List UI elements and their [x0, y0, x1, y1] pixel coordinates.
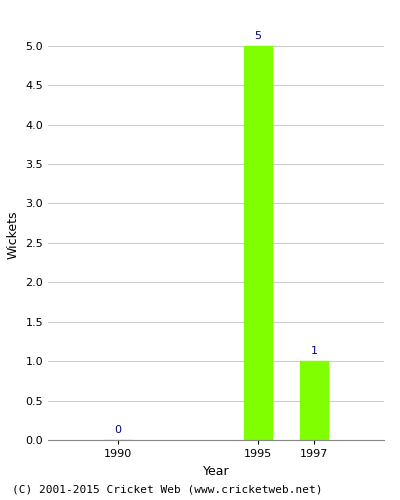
- Bar: [300, 361, 328, 440]
- Bar: [244, 46, 272, 440]
- Text: 0: 0: [114, 426, 122, 436]
- Text: (C) 2001-2015 Cricket Web (www.cricketweb.net): (C) 2001-2015 Cricket Web (www.cricketwe…: [12, 485, 322, 495]
- X-axis label: Year: Year: [203, 464, 229, 477]
- Text: 5: 5: [254, 31, 262, 41]
- Y-axis label: Wickets: Wickets: [7, 211, 20, 259]
- Text: 1: 1: [310, 346, 318, 356]
